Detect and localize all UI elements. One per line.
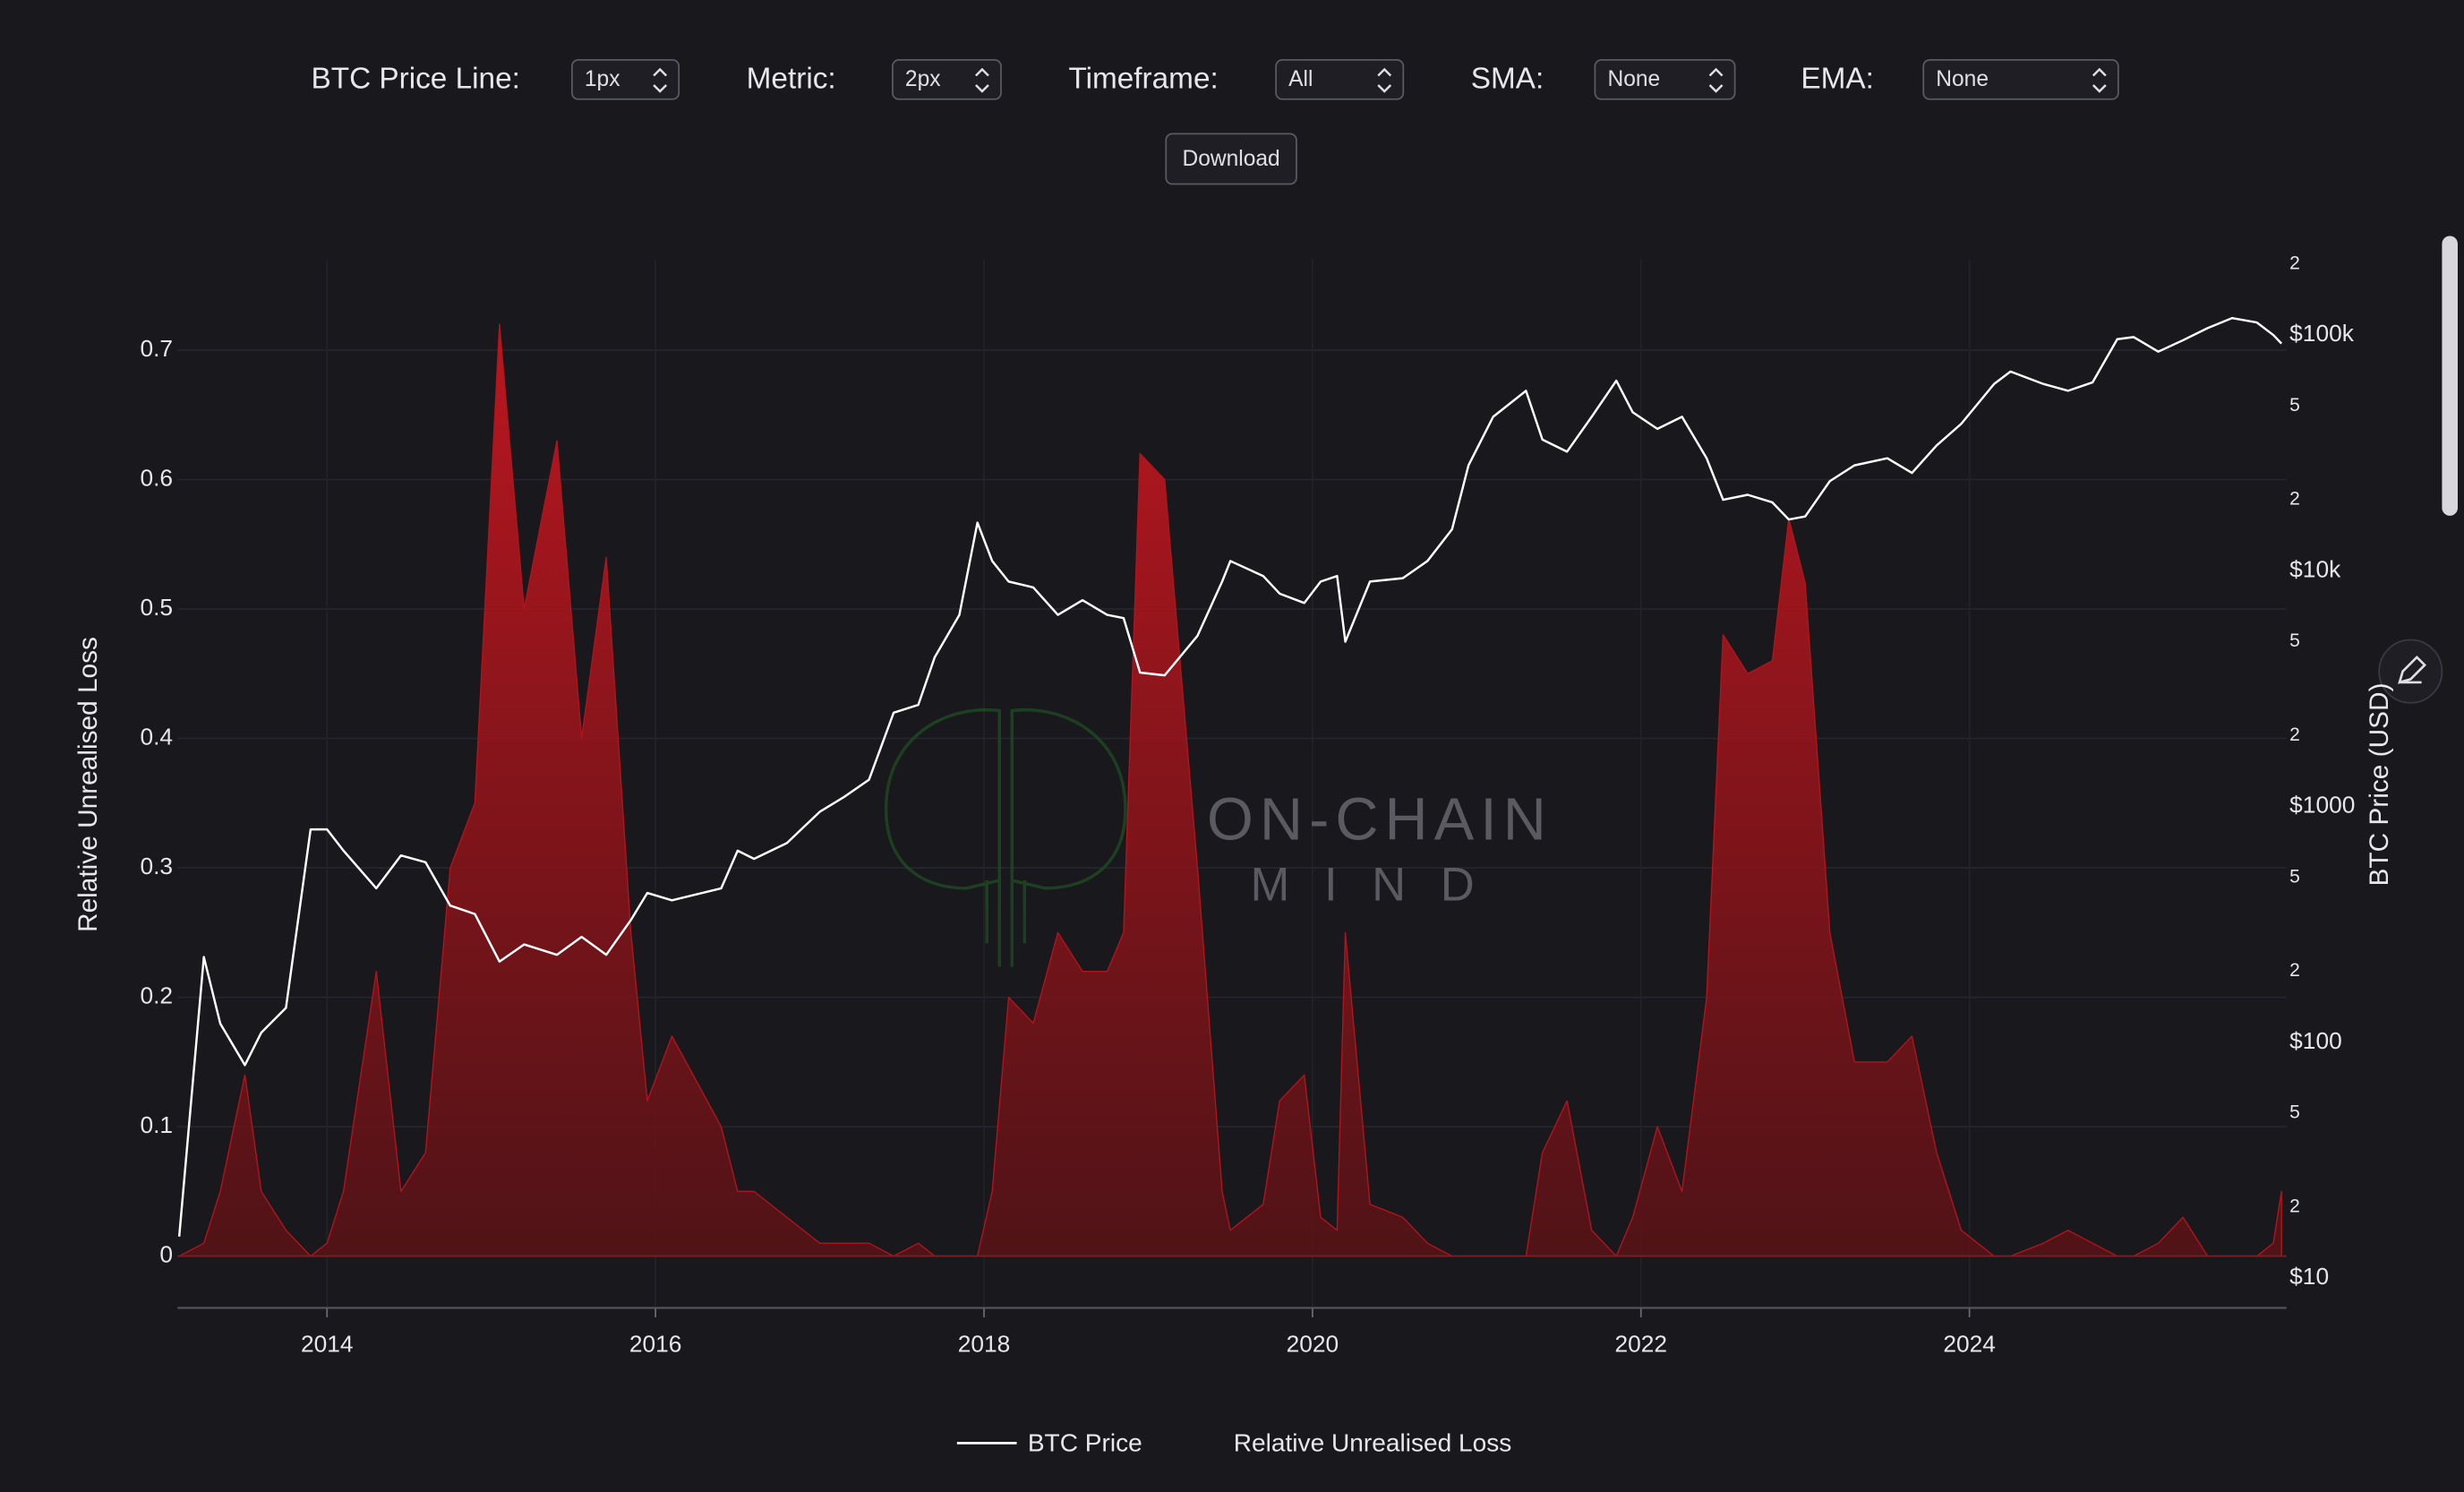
- y2-tick-label: 5: [2289, 1102, 2300, 1123]
- y2-tick-label: $100: [2289, 1027, 2342, 1054]
- x-tick-label: 2014: [301, 1331, 354, 1358]
- select-frame[interactable]: [892, 59, 1002, 100]
- select-arrows[interactable]: [2092, 67, 2107, 93]
- select[interactable]: All: [1275, 59, 1405, 100]
- edit-icon[interactable]: [2398, 655, 2426, 684]
- y2-tick-label: $10k: [2289, 555, 2341, 582]
- edit-button[interactable]: [2378, 639, 2443, 704]
- edit-circle[interactable]: [2378, 639, 2443, 704]
- y2-tick-label: $10: [2289, 1263, 2329, 1290]
- scrollbar[interactable]: [2442, 236, 2458, 516]
- loss-area: [178, 323, 2282, 1257]
- select-frame[interactable]: [1594, 59, 1736, 100]
- watermark-text: ON-CHAIN: [1207, 786, 1553, 853]
- x-tick-label: 2024: [1943, 1331, 1996, 1358]
- y-tick-label: 0.6: [140, 464, 173, 491]
- y-tick-label: 0.5: [140, 594, 173, 621]
- select-arrows[interactable]: [653, 67, 668, 93]
- button-frame[interactable]: [1165, 133, 1297, 185]
- select-frame[interactable]: [1922, 59, 2119, 100]
- y2-tick-label: 2: [2289, 1196, 2300, 1216]
- y-tick-label: 0.4: [140, 723, 173, 750]
- select-frame[interactable]: [570, 59, 680, 100]
- select[interactable]: 1px: [570, 59, 680, 100]
- select-arrows[interactable]: [975, 67, 989, 93]
- legend-label: BTC Price: [1028, 1429, 1142, 1457]
- y2-axis-title: BTC Price (USD): [2365, 682, 2394, 886]
- watermark-text: MIND: [1250, 859, 1509, 912]
- legend-label: Relative Unrealised Loss: [1234, 1429, 1512, 1457]
- y2-tick-label: $1000: [2289, 792, 2355, 819]
- select-value[interactable]: None: [1607, 67, 1660, 91]
- select-frame[interactable]: [1275, 59, 1405, 100]
- y2-tick-label: 2: [2289, 960, 2300, 981]
- y-tick-label: 0.7: [140, 335, 173, 362]
- x-tick-label: 2016: [629, 1331, 682, 1358]
- x-tick-label: 2018: [958, 1331, 1011, 1358]
- control-label: Metric:: [747, 63, 836, 96]
- select-arrows[interactable]: [1377, 67, 1392, 93]
- y2-tick-label: 5: [2289, 630, 2300, 651]
- select-value[interactable]: None: [1936, 67, 1989, 91]
- y-tick-label: 0: [159, 1241, 173, 1268]
- download-button[interactable]: Download: [1165, 133, 1297, 185]
- control-label: SMA:: [1471, 63, 1544, 96]
- control-label: Timeframe:: [1068, 63, 1218, 96]
- price-line: [177, 316, 2283, 1237]
- y-tick-label: 0.3: [140, 853, 173, 879]
- x-tick-label: 2022: [1614, 1331, 1667, 1358]
- y2-tick-label: 2: [2289, 253, 2300, 273]
- button-label[interactable]: Download: [1182, 147, 1279, 171]
- control-label: EMA:: [1801, 63, 1873, 96]
- y2-tick-label: $100k: [2289, 320, 2355, 347]
- y2-tick-label: 5: [2289, 395, 2300, 416]
- y2-tick-label: 2: [2289, 725, 2300, 745]
- watermark-logo: [885, 707, 1127, 967]
- y2-tick-label: 2: [2289, 489, 2300, 510]
- y-tick-label: 0.1: [140, 1111, 173, 1138]
- select-value[interactable]: All: [1288, 67, 1313, 91]
- select[interactable]: None: [1594, 59, 1736, 100]
- select[interactable]: None: [1922, 59, 2119, 100]
- control-label: BTC Price Line:: [312, 63, 520, 96]
- y-axis-title: Relative Unrealised Loss: [73, 637, 103, 932]
- select-value[interactable]: 1px: [585, 67, 620, 91]
- y2-tick-label: 5: [2289, 866, 2300, 887]
- select-arrows[interactable]: [1708, 67, 1724, 93]
- select-value[interactable]: 2px: [905, 67, 941, 91]
- select[interactable]: 2px: [892, 59, 1002, 100]
- x-tick-label: 2020: [1287, 1331, 1339, 1358]
- y-tick-label: 0.2: [140, 982, 173, 1009]
